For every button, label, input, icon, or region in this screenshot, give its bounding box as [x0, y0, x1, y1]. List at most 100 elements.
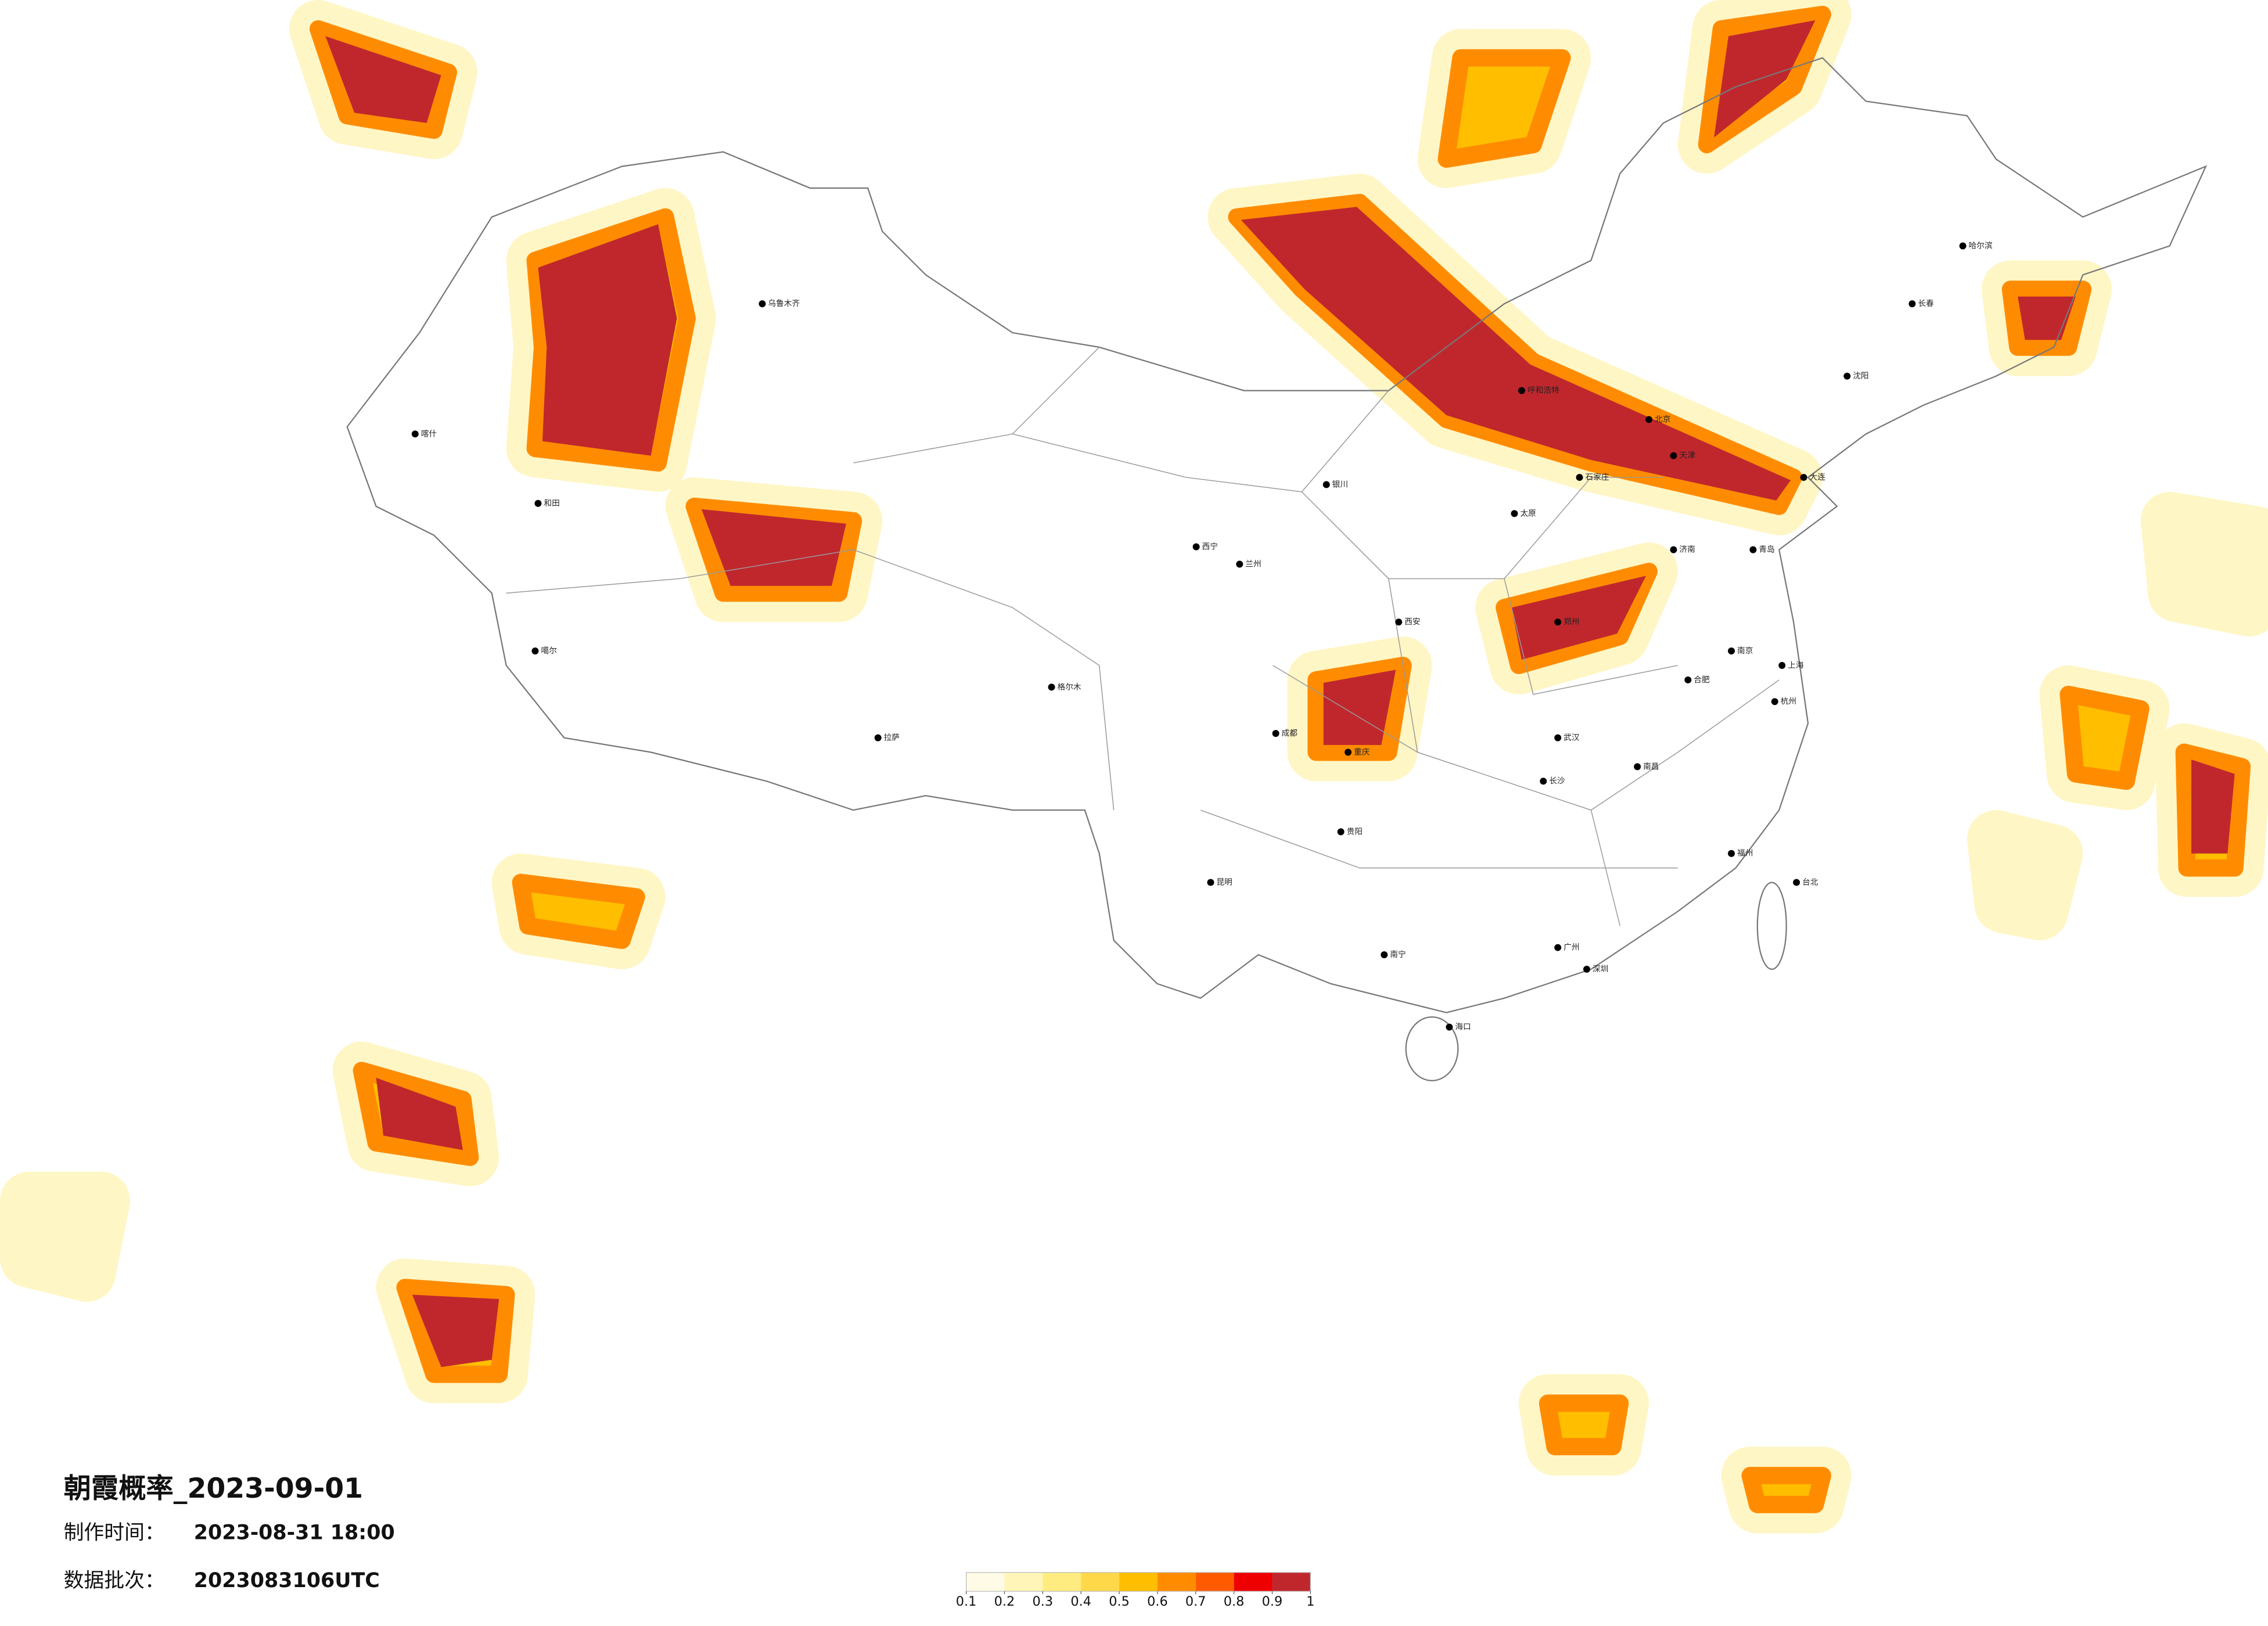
city-dot	[411, 430, 419, 438]
heat-layer	[0, 0, 2268, 1534]
city-label: 西安	[1404, 617, 1420, 627]
country-outline	[346, 57, 2208, 1013]
batch-value: 2023083106UTC	[194, 1569, 380, 1592]
city-dot	[1670, 546, 1677, 553]
city-label: 格尔木	[1058, 682, 1081, 692]
heat-halo	[0, 0, 2268, 1534]
heat-core	[325, 20, 2235, 1368]
city-label: 天津	[1679, 451, 1695, 461]
colorbar-swatch	[1119, 1572, 1158, 1592]
city-label: 大连	[1810, 473, 1826, 482]
city-label: 成都	[1282, 729, 1298, 738]
city-dot	[1645, 416, 1653, 423]
city-label: 噶尔	[541, 646, 557, 656]
colorbar-swatch	[1004, 1572, 1043, 1592]
city-label: 合肥	[1694, 675, 1710, 685]
colorbar-tick-label: 0.5	[1109, 1594, 1130, 1609]
colorbar-frame	[965, 1572, 1311, 1592]
city-dot	[1554, 734, 1562, 742]
colorbar-swatch	[1043, 1572, 1081, 1592]
city-dot	[1634, 763, 1641, 771]
city-dot	[874, 734, 882, 742]
city-label: 南昌	[1643, 762, 1659, 771]
colorbar-swatch	[966, 1572, 1005, 1592]
city-dot	[1908, 300, 1916, 308]
batch-label: 数据批次：	[64, 1569, 165, 1592]
city-dot	[1345, 749, 1352, 756]
city-label: 昆明	[1216, 878, 1232, 887]
cities: 北京 天津 上海 广州 深圳 重庆 成都 武汉 西安 兰州 西宁 拉萨 乌鲁木齐…	[411, 241, 1993, 1032]
city-dot	[1576, 474, 1583, 481]
city-dot	[1518, 387, 1525, 394]
hainan	[1405, 1016, 1459, 1081]
colorbar-tick-label: 0.7	[1185, 1594, 1206, 1609]
city-label: 海口	[1455, 1023, 1471, 1032]
city-dot	[1728, 647, 1735, 654]
city-label: 银川	[1332, 480, 1348, 490]
colorbar-tick-label: 0.1	[956, 1594, 977, 1609]
city-dot	[1554, 944, 1562, 951]
city-dot	[1793, 879, 1800, 886]
city-dot	[1446, 1023, 1453, 1031]
city-dot	[759, 300, 766, 308]
city-label: 杭州	[1781, 697, 1796, 706]
city-dot	[1381, 951, 1388, 959]
city-label: 福州	[1737, 849, 1753, 858]
city-dot	[1192, 543, 1200, 551]
city-dot	[1778, 661, 1786, 669]
city-label: 郑州	[1563, 617, 1579, 627]
city-label: 呼和浩特	[1527, 386, 1559, 395]
city-label: 济南	[1679, 545, 1695, 555]
city-label: 长沙	[1549, 776, 1565, 786]
colorbar-tick-label: 0.2	[994, 1594, 1015, 1609]
city-label: 青岛	[1759, 545, 1774, 555]
city-label: 拉萨	[884, 733, 900, 742]
city-dot	[1540, 778, 1547, 785]
city-label: 南宁	[1390, 949, 1406, 959]
city-label: 兰州	[1245, 560, 1261, 569]
city-label: 长春	[1918, 299, 1934, 308]
borders	[346, 57, 2208, 1081]
city-dot	[531, 647, 539, 654]
city-label: 西宁	[1202, 542, 1218, 552]
colorbar-swatch	[1081, 1572, 1120, 1592]
colorbar-tick-label: 0.3	[1033, 1594, 1054, 1609]
city-dot	[1670, 452, 1677, 459]
city-label: 上海	[1788, 661, 1804, 670]
city-dot	[1395, 618, 1403, 626]
colorbar-tick-label: 1	[1306, 1594, 1314, 1609]
city-dot	[1337, 828, 1345, 836]
city-dot	[1749, 546, 1757, 553]
made-value: 2023-08-31 18:00	[194, 1521, 395, 1545]
city-label: 重庆	[1354, 747, 1370, 757]
city-label: 哈尔滨	[1968, 241, 1992, 250]
colorbar-swatch	[1234, 1572, 1273, 1592]
city-label: 石家庄	[1586, 472, 1609, 482]
city-dot	[1843, 372, 1851, 380]
city-label: 太原	[1520, 509, 1536, 518]
city-dot	[1583, 966, 1590, 973]
city-dot	[1048, 684, 1055, 691]
city-dot	[1554, 618, 1562, 626]
colorbar-swatch	[1272, 1572, 1311, 1592]
city-label: 和田	[544, 499, 559, 508]
header: 朝霞概率_2023-09-01 制作时间： 2023-08-31 18:00 数…	[64, 1473, 395, 1592]
city-label: 南京	[1737, 646, 1753, 656]
province-lines	[506, 347, 1780, 926]
colorbar-tick-label: 0.9	[1262, 1594, 1283, 1609]
colorbar-tick-label: 0.8	[1224, 1594, 1245, 1609]
colorbar-tick-label: 0.4	[1070, 1594, 1091, 1609]
city-label: 沈阳	[1853, 372, 1868, 381]
title: 朝霞概率_2023-09-01	[64, 1473, 363, 1505]
city-dot	[1771, 698, 1778, 706]
city-dot	[1322, 481, 1330, 488]
colorbar-swatch	[1157, 1572, 1196, 1592]
city-label: 武汉	[1563, 733, 1580, 742]
city-dot	[1272, 730, 1279, 737]
city-dot	[1207, 879, 1214, 886]
city-dot	[1511, 510, 1518, 517]
city-dot	[534, 499, 542, 507]
made-label: 制作时间：	[64, 1521, 165, 1545]
city-label: 喀什	[421, 429, 437, 438]
